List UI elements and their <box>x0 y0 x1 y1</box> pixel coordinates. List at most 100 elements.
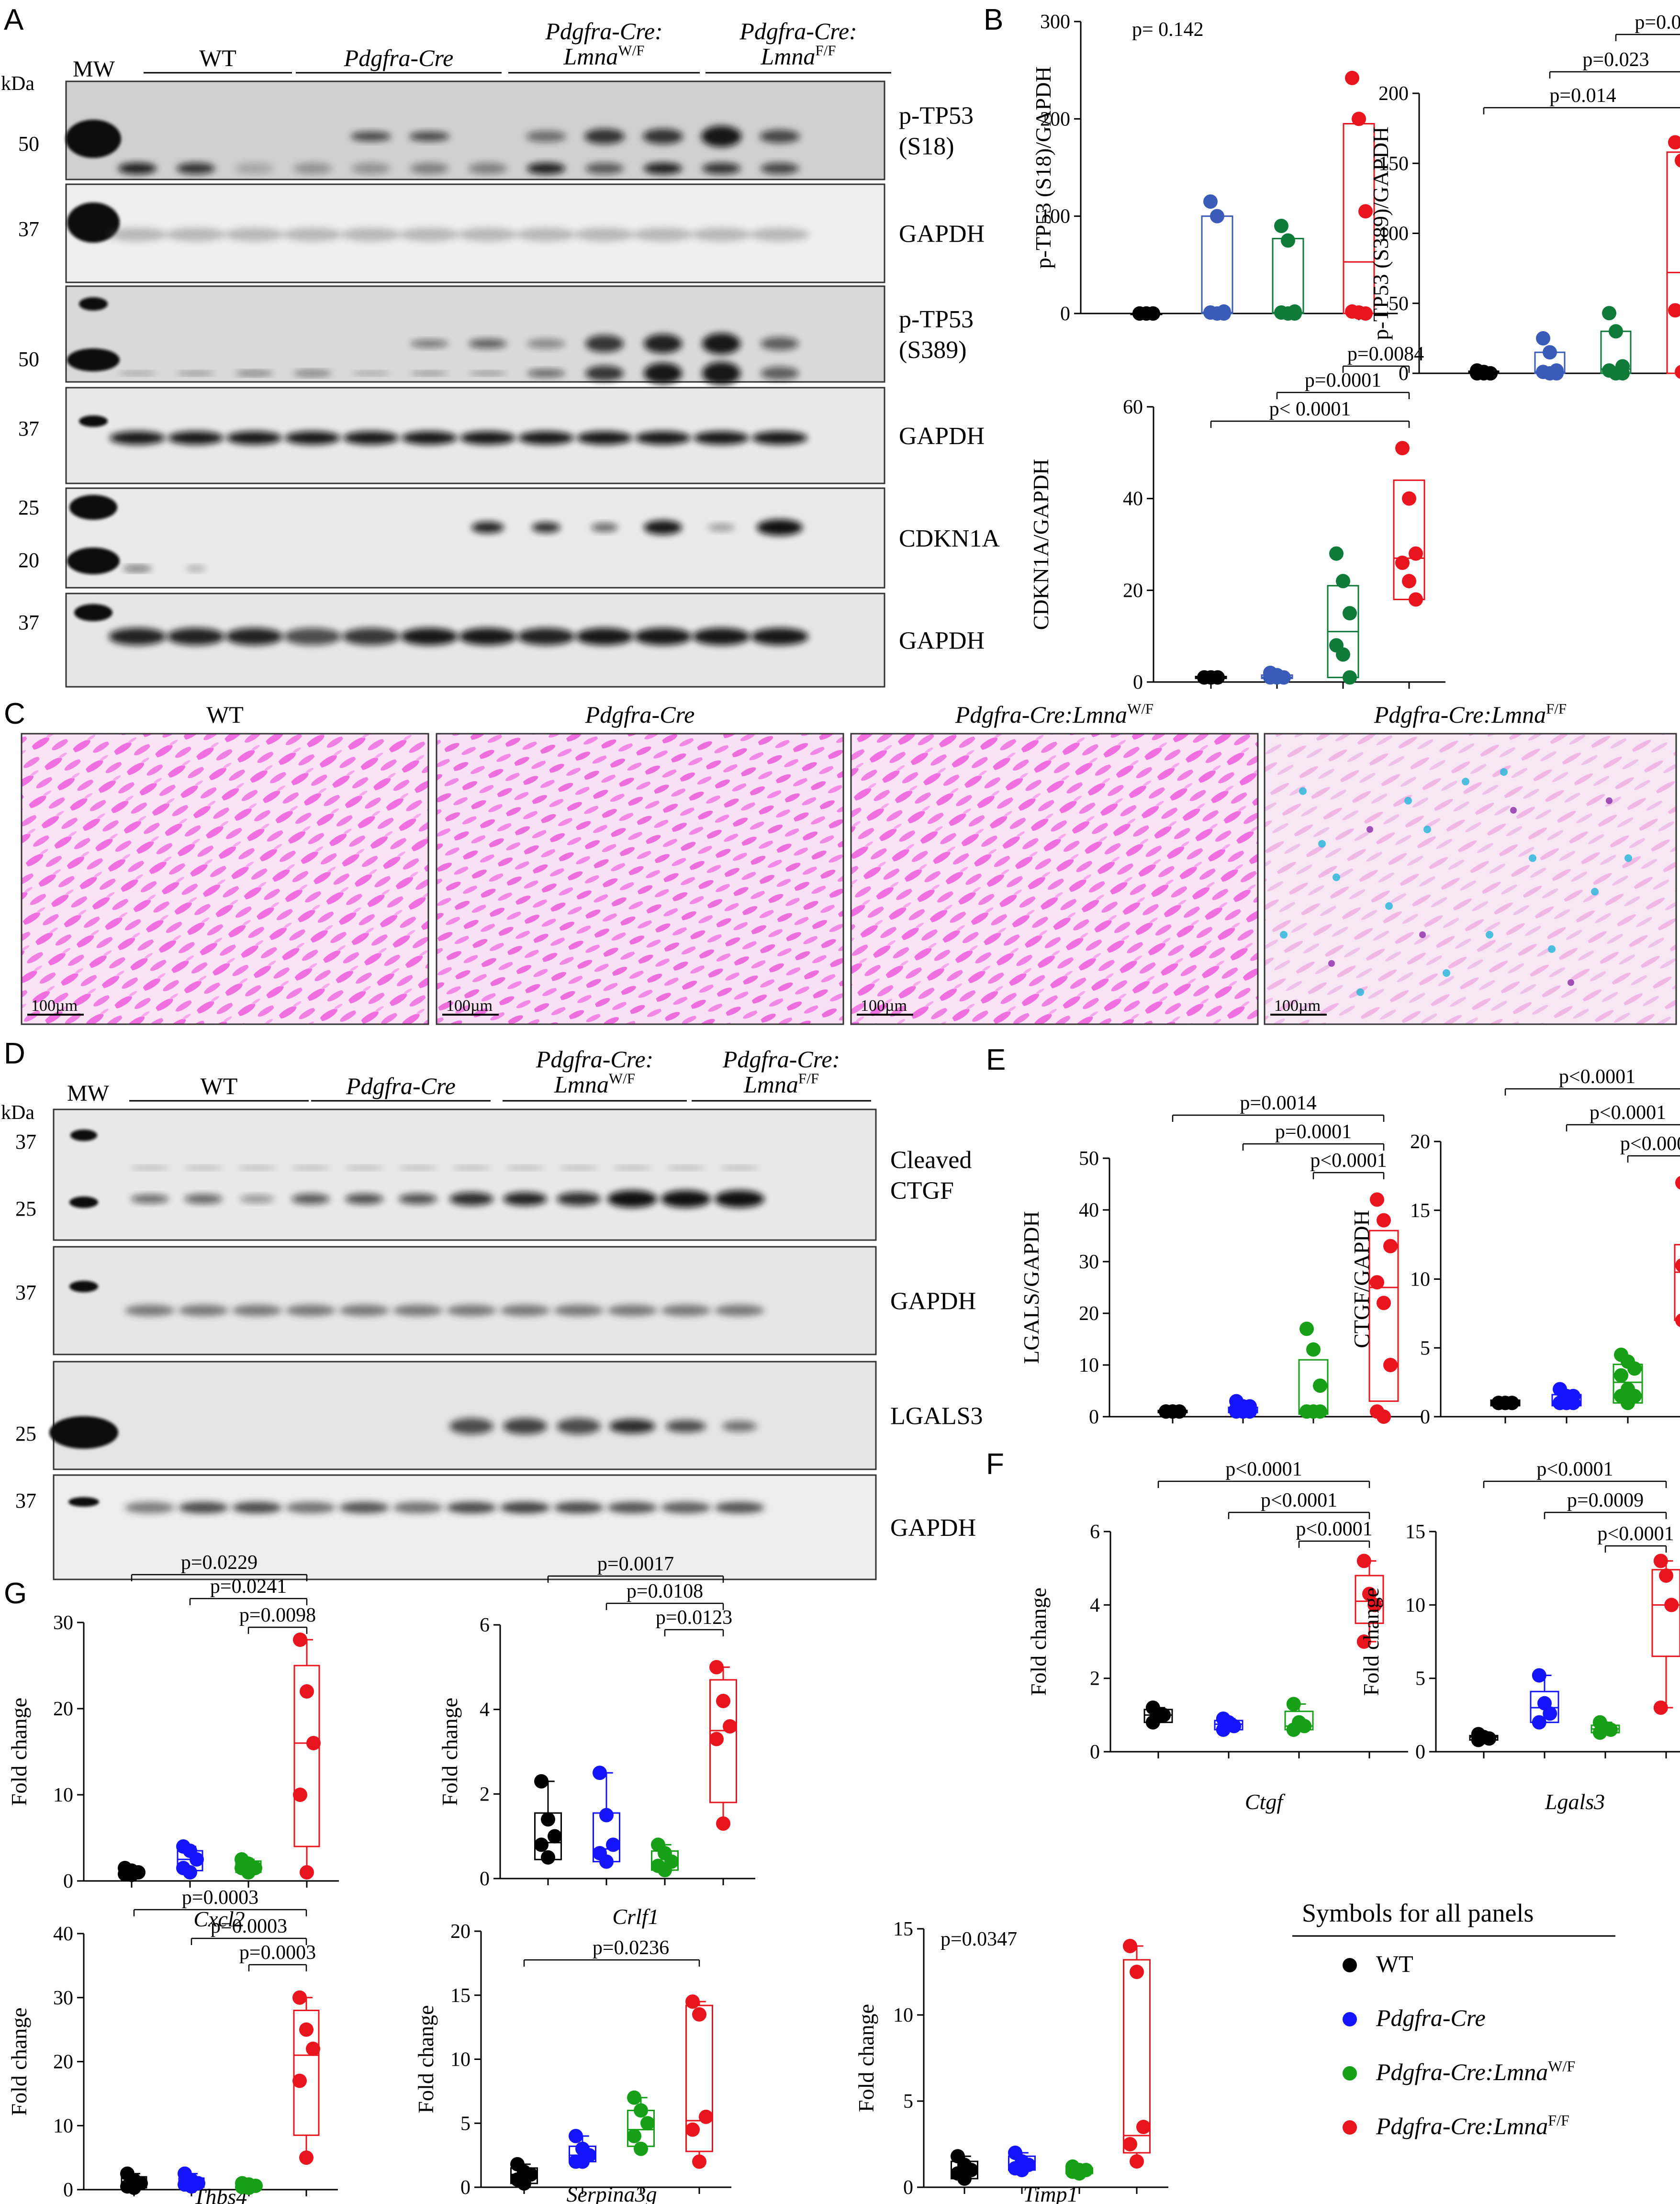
protein-band <box>410 163 448 174</box>
p-value: p=0.0017 <box>597 1553 674 1575</box>
box <box>1123 1959 1151 2154</box>
protein-band <box>469 371 507 375</box>
data-point <box>1345 70 1359 85</box>
scale-bar-label: 100µm <box>31 997 78 1015</box>
data-point <box>1288 306 1302 321</box>
protein-band <box>471 522 504 533</box>
box <box>1368 1230 1399 1402</box>
protein-band <box>722 1421 757 1432</box>
alcian-blue-spot <box>1624 854 1632 862</box>
box <box>1272 237 1304 314</box>
protein-band <box>607 1305 657 1316</box>
data-point <box>1482 1731 1497 1746</box>
data-point <box>293 1788 307 1802</box>
box <box>1201 215 1233 314</box>
data-point <box>1402 491 1416 506</box>
data-point <box>709 1660 724 1675</box>
protein-band <box>125 1502 175 1513</box>
group-label-wf: Pdgfra-Cre:LmnaW/F <box>545 18 662 70</box>
y-axis-label: LGALS/GAPDH <box>1019 1211 1043 1364</box>
data-point <box>1675 153 1680 168</box>
protein-band <box>339 1305 389 1316</box>
chart-b2: 0 50 100 150 200 p-TP53 (S389)/GAPDH p=0.045 p=… <box>1368 11 1680 385</box>
y-tick-label: 0 <box>1090 1741 1100 1763</box>
protein-band <box>118 371 157 375</box>
data-point <box>1377 1296 1391 1310</box>
group-label-line: Pdgfra-Cre:LmnaW/F <box>955 700 1154 728</box>
protein-band <box>167 628 224 645</box>
data-point <box>1383 1358 1398 1372</box>
alcian-blue-spot <box>1500 768 1508 776</box>
data-point <box>1236 1404 1250 1419</box>
protein-band <box>409 132 449 141</box>
p-value: p=0.0001 <box>1305 369 1381 392</box>
data-point <box>1136 2120 1151 2134</box>
data-point <box>692 2154 706 2169</box>
protein-band <box>666 1420 706 1432</box>
blot-label: GAPDH <box>890 1288 976 1315</box>
data-point <box>1659 1568 1673 1583</box>
mw-ladder-band <box>68 1497 99 1507</box>
protein-band <box>702 163 740 174</box>
data-point <box>1145 1715 1160 1730</box>
protein-band <box>293 163 332 174</box>
y-tick-label: 5 <box>1415 1668 1425 1690</box>
y-tick-label: 30 <box>1079 1251 1099 1273</box>
y-tick-label: 15 <box>1405 1521 1425 1543</box>
protein-band <box>720 1166 759 1170</box>
chart-f2: 0 5 10 15 Fold change Lgals3 p<0.0001 p=0.0009 p… <box>1359 1458 1680 1814</box>
histo-title: Pdgfra-Cre <box>585 701 695 728</box>
protein-band <box>761 163 799 174</box>
group-label-wt: WT <box>199 45 236 71</box>
data-point <box>1343 606 1357 621</box>
protein-band <box>240 1195 274 1203</box>
p-value: p=0.0003 <box>211 1915 287 1937</box>
protein-band <box>643 129 683 144</box>
data-point <box>1216 1723 1231 1737</box>
chart-g4: 0 5 10 15 20 Fold change Serpina3g p=0.0236 <box>414 1921 732 2204</box>
protein-band <box>235 371 273 376</box>
blot-label: CTGF <box>890 1177 954 1205</box>
group-label-line: Pdgfra-Cre <box>344 45 454 71</box>
p-value: p=0.0123 <box>656 1607 732 1629</box>
y-tick-label: 15 <box>450 1985 470 2007</box>
protein-band <box>517 628 575 645</box>
data-point <box>1210 670 1225 685</box>
p-value: p<0.0001 <box>1536 1458 1613 1480</box>
alcian-blue-spot <box>1333 873 1340 881</box>
y-tick-label: 20 <box>1410 1131 1430 1153</box>
y-tick-label: 5 <box>903 2091 913 2113</box>
p-value: p<0.0001 <box>1296 1518 1372 1540</box>
protein-band <box>131 1195 169 1203</box>
alcian-blue-spot <box>1385 902 1393 910</box>
protein-band <box>500 1502 550 1513</box>
data-point <box>1313 1378 1327 1393</box>
data-point <box>241 1865 256 1880</box>
mw-ladder-band <box>79 297 108 311</box>
histo-title: Pdgfra-Cre:LmnaF/F <box>1374 700 1567 728</box>
y-tick-label: 0 <box>1089 1406 1099 1428</box>
p-value: p=0.0084 <box>1347 343 1424 365</box>
p-value: p= 0.142 <box>1132 19 1204 41</box>
data-point <box>606 1837 620 1852</box>
data-point <box>124 1868 139 1882</box>
data-point <box>1286 1697 1301 1712</box>
mw-marker: 37 <box>15 1130 36 1153</box>
y-tick-label: 20 <box>53 2051 73 2073</box>
y-tick-label: 0 <box>460 2177 470 2199</box>
box <box>1355 1575 1384 1624</box>
y-tick-label: 10 <box>1079 1354 1099 1376</box>
data-point <box>1483 366 1498 380</box>
protein-band <box>238 1166 276 1170</box>
alcian-blue-spot <box>1299 787 1307 795</box>
y-tick-label: 0 <box>1060 303 1070 325</box>
protein-band <box>701 126 741 147</box>
data-point <box>1306 1342 1321 1357</box>
data-point <box>1377 1213 1391 1228</box>
protein-band <box>575 228 634 241</box>
chart-b1: 0 100 200 300 p-TP53 (S18)/GAPDH p= 0.142 <box>1031 11 1398 325</box>
protein-band <box>291 1166 330 1170</box>
scale-bar-label: 100µm <box>446 997 493 1015</box>
protein-band <box>644 163 682 174</box>
y-tick-label: 30 <box>53 1612 73 1634</box>
